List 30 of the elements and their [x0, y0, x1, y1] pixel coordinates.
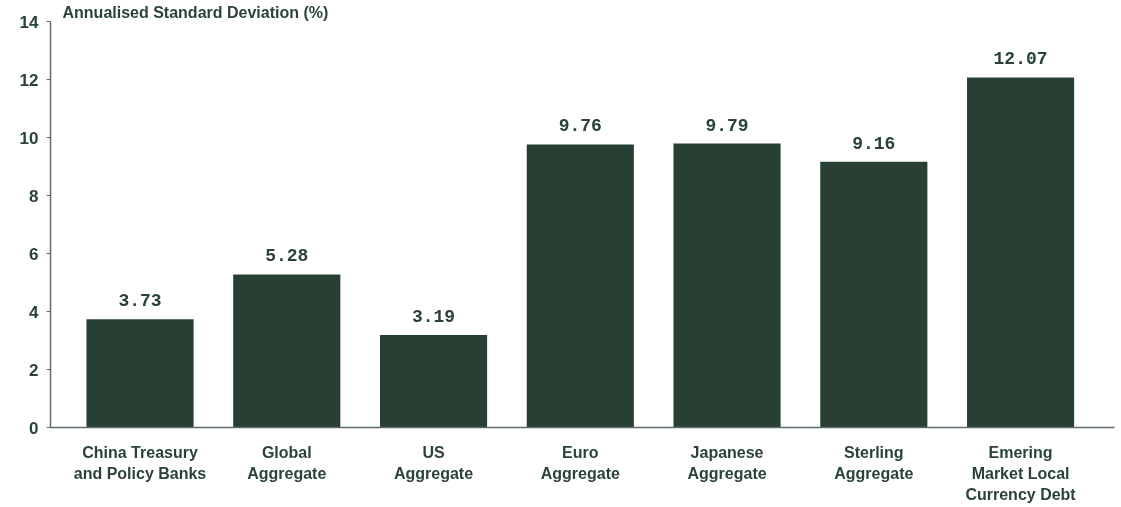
- bar: [673, 143, 781, 428]
- y-tick-label: 0: [29, 418, 39, 438]
- x-tick-label: Japanese Aggregate: [687, 443, 767, 482]
- bar: [967, 77, 1075, 428]
- y-tick-label: 2: [29, 360, 39, 380]
- x-tick-label: China Treasury and Policy Banks: [73, 443, 207, 482]
- data-label: 3.19: [411, 306, 456, 327]
- x-tick-label: Euro Aggregate: [540, 443, 620, 482]
- x-tick-label: Global Aggregate: [247, 443, 327, 482]
- y-axis-title: Annualised Standard Deviation (%): [62, 3, 329, 21]
- data-label: 9.16: [852, 133, 896, 154]
- bar: [379, 334, 488, 428]
- y-tick-label: 6: [29, 244, 39, 264]
- x-tick-label: US Aggregate: [393, 443, 474, 482]
- y-tick-label: 12: [19, 70, 39, 90]
- bar: [233, 274, 341, 428]
- bar: [820, 161, 928, 428]
- y-tick-label: 4: [29, 302, 40, 322]
- data-label: 3.73: [118, 291, 162, 312]
- data-label: 9.79: [705, 115, 749, 136]
- y-tick-label: 8: [29, 186, 39, 206]
- y-tick-label: 14: [19, 12, 40, 32]
- x-tick-label: Sterling Aggregate: [834, 443, 914, 482]
- y-tick-label: 10: [19, 128, 39, 148]
- bar: [526, 144, 634, 428]
- data-label: 9.76: [558, 116, 602, 137]
- data-label: 5.28: [265, 246, 309, 267]
- data-label: 12.07: [993, 49, 1048, 70]
- bar: [86, 319, 194, 428]
- x-tick-label: Emering Market Local Currency Debt: [965, 443, 1077, 503]
